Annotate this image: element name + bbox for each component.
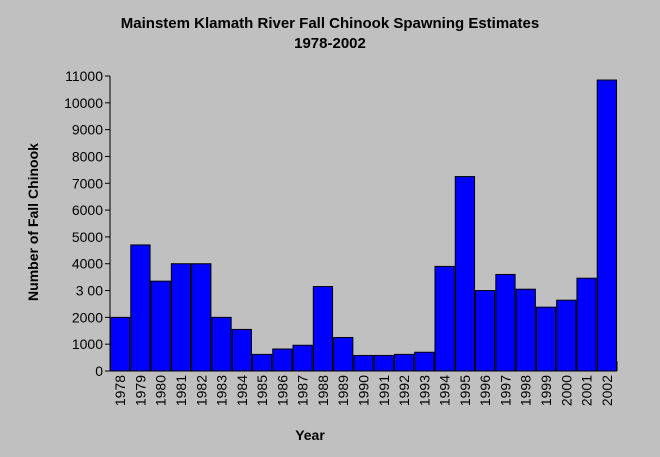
x-tick-label: 1988	[315, 375, 331, 406]
y-tick-label: 9000	[72, 122, 103, 138]
bar-1989	[333, 336, 354, 372]
bar-1995	[454, 176, 476, 372]
y-tick-label: 11000	[65, 68, 103, 84]
bar-1979	[130, 244, 151, 372]
x-tick-label: 1980	[153, 375, 169, 406]
bar-1978	[110, 316, 131, 372]
bar-1992	[393, 353, 415, 372]
y-tick-label: 2000	[72, 309, 103, 325]
chart-title: Mainstem Klamath River Fall Chinook Spaw…	[0, 14, 660, 54]
x-tick-label: 1981	[173, 375, 189, 406]
bar-1994	[434, 265, 455, 372]
bar-1987	[292, 344, 313, 372]
x-tick-label: 1983	[214, 375, 230, 406]
bar-1980	[150, 280, 171, 372]
x-tick-label: 1978	[112, 375, 128, 406]
x-tick-label: 1996	[477, 375, 493, 406]
y-tick-label: 8000	[72, 148, 103, 164]
bar-1999	[535, 306, 557, 372]
x-tick-label: 1991	[376, 375, 392, 406]
x-tick-label: 1994	[437, 375, 453, 406]
x-tick-label: 1986	[274, 375, 290, 406]
x-tick-label: 1989	[335, 375, 351, 406]
bar-2000	[556, 299, 577, 372]
chart-title-line1: Mainstem Klamath River Fall Chinook Spaw…	[120, 15, 540, 32]
bar-1984	[231, 328, 252, 372]
x-tick-label: 2000	[558, 375, 574, 406]
bar-1985	[251, 353, 273, 372]
bar-1982	[191, 263, 212, 372]
y-tick-label: 3 00	[76, 283, 103, 299]
y-tick-label: 6000	[72, 202, 103, 218]
x-tick-label: 1985	[254, 375, 270, 406]
y-tick-label: 1000	[72, 336, 103, 352]
x-tick-label: 2002	[599, 375, 615, 406]
bar-1998	[515, 288, 536, 372]
x-tick-label: 1984	[234, 375, 250, 406]
bar-1993	[414, 351, 435, 372]
bar-2002	[596, 79, 617, 372]
x-tick-label: 1979	[132, 375, 148, 406]
y-tick-label: 0	[95, 363, 103, 379]
y-axis-title: Number of Fall Chinook	[25, 143, 41, 301]
bar-1996	[475, 290, 496, 372]
x-tick-label: 1997	[497, 375, 513, 406]
y-tick-label: 7000	[72, 175, 103, 191]
bar-1983	[211, 316, 232, 372]
y-tick-label: 4000	[72, 256, 103, 272]
x-tick-label: 1995	[457, 375, 473, 406]
x-tick-label: 1987	[295, 375, 311, 406]
x-axis-title: Year	[295, 427, 325, 443]
chart-subtitle: 1978-2002	[294, 35, 366, 52]
bar-2001	[576, 277, 597, 372]
x-tick-label: 2001	[579, 375, 595, 406]
x-tick-label: 1999	[538, 375, 554, 406]
x-tick-label: 1992	[396, 375, 412, 406]
bar-1988	[312, 286, 334, 372]
bar-1991	[373, 354, 394, 372]
bar-1986	[272, 348, 293, 372]
y-tick-label: 10000	[64, 95, 103, 111]
x-tick-label: 1982	[193, 375, 209, 406]
x-tick-label: 1990	[356, 375, 372, 406]
bar-1997	[495, 273, 516, 372]
bar-1990	[353, 354, 374, 372]
x-tick-label: 1998	[518, 375, 534, 406]
x-tick-label: 1993	[416, 375, 432, 406]
y-tick-label: 5000	[72, 229, 103, 245]
bar-1981	[170, 263, 192, 372]
